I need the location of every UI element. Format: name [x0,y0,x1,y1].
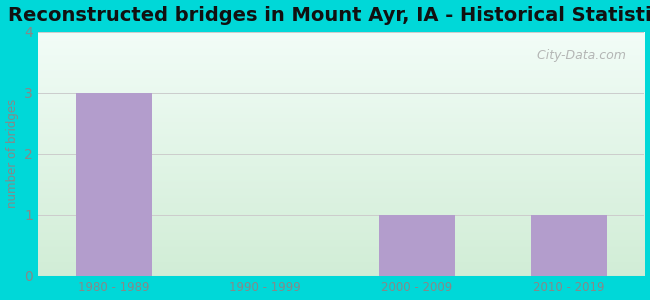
Text: City-Data.com: City-Data.com [529,49,626,62]
Bar [76,93,151,276]
Y-axis label: number of bridges: number of bridges [6,99,19,208]
Title: Reconstructed bridges in Mount Ayr, IA - Historical Statistics: Reconstructed bridges in Mount Ayr, IA -… [8,6,650,25]
Bar [379,215,455,276]
Bar [530,215,606,276]
